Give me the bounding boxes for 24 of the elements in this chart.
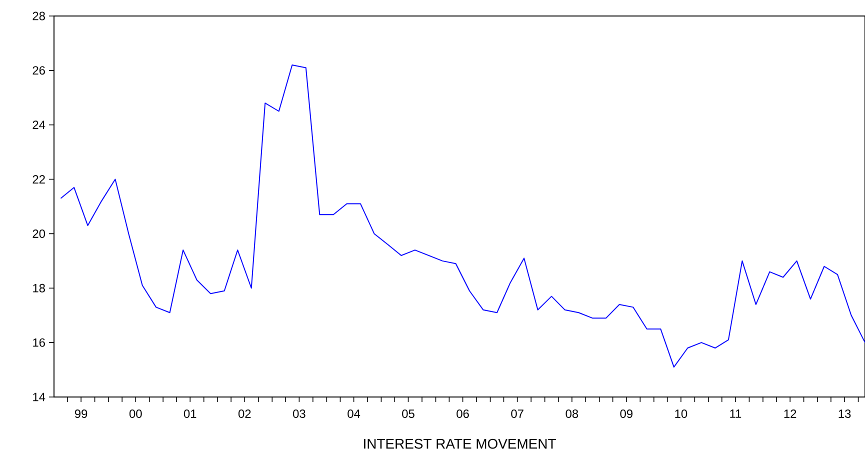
y-tick-label: 20 xyxy=(32,229,46,238)
x-tick-label: 11 xyxy=(730,410,742,418)
x-tick-label: 03 xyxy=(293,410,306,418)
x-tick-label: 12 xyxy=(784,410,796,418)
y-tick-label: 18 xyxy=(33,284,45,292)
x-tick-label: 01 xyxy=(184,410,196,418)
x-axis-title: INTEREST RATE MOVEMENT xyxy=(364,438,556,449)
y-tick-label: 26 xyxy=(32,66,45,75)
x-tick-label: 06 xyxy=(456,410,469,418)
y-tick-label: 28 xyxy=(32,12,45,20)
x-tick-label: 05 xyxy=(402,410,414,418)
y-tick-label: 14 xyxy=(33,392,46,402)
y-tick-label: 24 xyxy=(32,120,46,130)
x-tick-label: 10 xyxy=(675,410,688,418)
x-tick-label: 07 xyxy=(511,410,524,418)
x-tick-label: 02 xyxy=(238,410,251,418)
x-tick-label: 00 xyxy=(129,410,142,418)
x-tick-label: 09 xyxy=(620,410,632,418)
x-tick-label: 04 xyxy=(348,410,360,418)
x-tick-label: 13 xyxy=(838,410,851,418)
x-tick-label: 99 xyxy=(74,410,88,418)
x-tick-label: 08 xyxy=(566,410,578,418)
y-tick-label: 22 xyxy=(32,175,45,184)
y-tick-label: 16 xyxy=(33,338,45,347)
